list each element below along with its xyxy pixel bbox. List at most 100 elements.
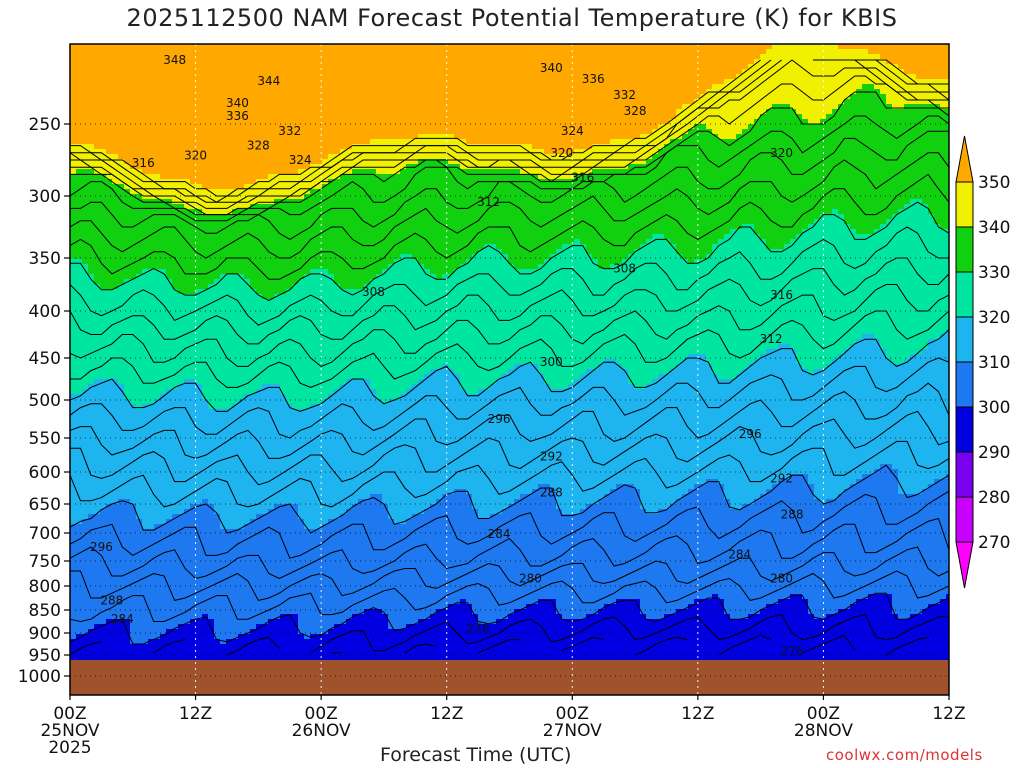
isentrope-314 [70,410,949,486]
x-tick-label: 27NOV [543,721,602,741]
y-tick-label: 550 [29,429,61,449]
contour-label: 332 [278,124,301,138]
contour-label: 316 [132,156,155,170]
isentrope-328 [70,226,949,326]
contour-label: 320 [184,149,207,163]
colorbar-segment [955,181,974,228]
isentrope-348 [70,59,772,203]
x-tick-label: 12Z [430,704,463,724]
contour-label: 336 [582,72,605,86]
x-axis-label: Forecast Time (UTC) [380,744,572,766]
contour-label: 348 [163,53,186,67]
isentrope-302 [70,570,949,623]
isentrope-298 [70,641,102,656]
colorbar-label: 310 [978,353,1010,373]
isentrope-296 [404,643,437,654]
isentrope-350 [875,59,949,85]
y-tick-label: 300 [29,187,61,207]
colorbar-segment [955,361,974,408]
contour-label: 292 [540,449,563,463]
contour-labels: 3483443403363323283243203163403363323283… [90,53,804,658]
colorbar: 270 280 290 300 310 320 330 340 350 [955,135,1010,589]
contour-label: 284 [488,527,511,541]
contour-label: 320 [770,146,793,160]
x-tick-label: 00Z [305,704,338,724]
x-tick-label: 26NOV [292,721,351,741]
y-tick-label: 600 [29,463,61,483]
isentrope-332 [70,173,949,280]
contour-label: 296 [488,412,511,426]
contour-label: 276 [781,644,804,658]
y-tick-label: 650 [29,495,61,515]
isentrope-324 [70,284,949,367]
contour-label: 328 [624,104,647,118]
x-tick-label: 2025 [48,738,91,758]
colorbar-min-arrow [955,541,974,589]
colorbar-label: 320 [978,308,1010,328]
isentrope-296 [802,634,856,654]
ground-below-surface [70,660,949,695]
contour-label: 300 [540,355,563,369]
contour-label: 296 [739,427,762,441]
contour-label: 324 [289,153,312,167]
x-tick-label: 12Z [179,704,212,724]
contour-lines [70,59,949,656]
y-tick-label: 500 [29,391,61,411]
colorbar-segment [955,496,974,543]
isentrope-298 [153,639,186,654]
colorbar-segment [955,451,974,498]
isentrope-300 [70,592,949,645]
colorbar-segment [955,271,974,318]
contour-label: 292 [770,471,793,485]
isentrope-296 [634,636,688,656]
x-tick-label: 00Z [556,704,589,724]
y-tick-label: 350 [29,249,61,269]
x-tick-label: 25NOV [40,721,99,741]
y-tick-label: 800 [29,577,61,597]
contour-label: 276 [467,621,490,635]
contour-label: 312 [760,332,783,346]
colorbar-label: 300 [978,398,1010,418]
isentrope-304 [70,546,949,601]
contour-label: 332 [613,88,636,102]
isentrope-348 [833,59,949,93]
isentrope-312 [70,440,949,508]
colorbar-max-arrow [955,135,974,183]
contour-label: 312 [477,195,500,209]
isentrope-334 [70,152,949,259]
x-tick-label: 00Z [53,704,86,724]
isentrope-296 [477,639,520,654]
y-tick-label: 900 [29,624,61,644]
isentrope-316 [70,382,949,459]
y-axis: 250 300 350 400 450 500 550 600 650 700 750 800 850 9… [18,115,70,687]
contour-label: 284 [728,547,751,561]
contour-label: 340 [540,61,563,75]
contour-fill [70,44,949,665]
contour-label: 316 [770,288,793,302]
contour-label: 324 [561,124,584,138]
x-tick-label: 12Z [681,704,714,724]
isentrope-322 [70,310,949,388]
isentrope-308 [70,490,949,559]
plot-frame [69,43,950,696]
colorbar-label: 340 [978,218,1010,238]
isentrope-306 [70,517,949,580]
isentrope-338 [70,115,949,222]
colorbar-label: 350 [978,173,1010,193]
y-tick-label: 1000 [18,667,61,687]
isentrope-298 [226,636,280,656]
isentrope-296 [718,634,772,656]
isentrope-342 [70,75,949,216]
y-tick-label: 400 [29,302,61,322]
colorbar-label: 280 [978,488,1010,508]
x-tick-label: 28NOV [794,721,853,741]
credit-link[interactable]: coolwx.com/models [826,746,983,764]
x-tick-label: 12Z [932,704,965,724]
y-tick-label: 850 [29,601,61,621]
colorbar-segment [955,226,974,273]
contour-label: 296 [90,540,113,554]
contour-label: 280 [519,572,542,586]
contour-label: 328 [247,139,270,153]
y-tick-label: 450 [29,349,61,369]
